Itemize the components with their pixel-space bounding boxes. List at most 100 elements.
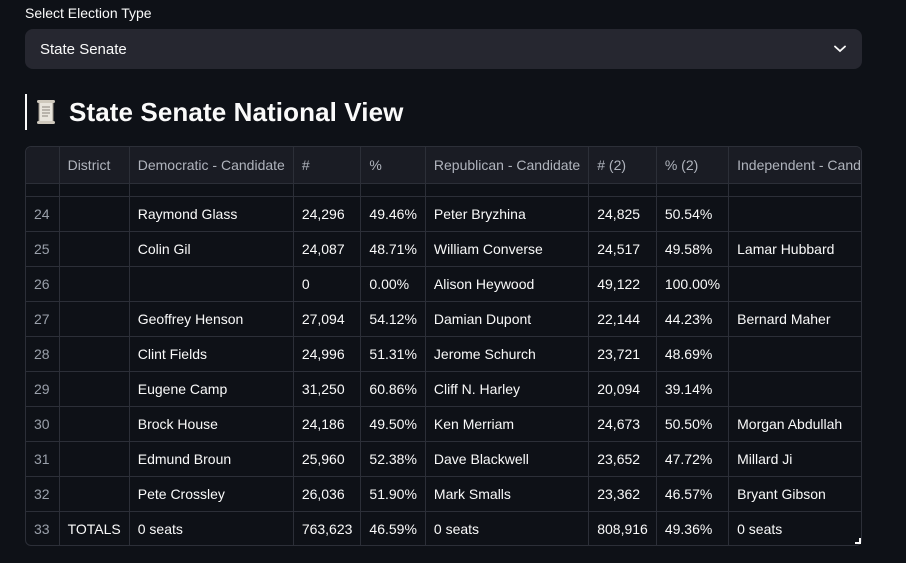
- table-cell[interactable]: 24,186: [293, 406, 362, 442]
- table-cell[interactable]: Bernard Maher: [728, 301, 861, 337]
- header-republican-votes[interactable]: # (2): [588, 147, 657, 184]
- table-cell[interactable]: 25,960: [293, 441, 362, 477]
- table-cell[interactable]: Raymond Glass: [129, 196, 294, 232]
- table-row[interactable]: 32 Pete Crossley 26,036 51.90% Mark Smalls 23…: [26, 476, 861, 512]
- table-cell[interactable]: 48.69%: [656, 336, 730, 372]
- table-cell[interactable]: [59, 231, 130, 267]
- table-cell[interactable]: 27,094: [293, 301, 362, 337]
- header-index[interactable]: [26, 147, 60, 184]
- header-republican-percent[interactable]: % (2): [656, 147, 730, 184]
- table-cell[interactable]: [59, 196, 130, 232]
- table-cell[interactable]: Bryant Gibson: [728, 476, 861, 512]
- table-cell[interactable]: [728, 196, 861, 232]
- table-cell[interactable]: Lamar Hubbard: [728, 231, 861, 267]
- row-index-cell[interactable]: 25: [26, 231, 60, 267]
- table-row[interactable]: 25 Colin Gil 24,087 48.71% William Converse 2…: [26, 231, 861, 267]
- table-cell[interactable]: William Converse: [425, 231, 590, 267]
- row-index-cell[interactable]: 27: [26, 301, 60, 337]
- table-cell[interactable]: [59, 476, 130, 512]
- table-cell[interactable]: [728, 336, 861, 372]
- table-cell[interactable]: 0: [293, 266, 362, 302]
- chevron-down-icon[interactable]: [833, 42, 847, 56]
- table-cell[interactable]: 0 seats: [129, 511, 294, 545]
- row-index-cell[interactable]: 26: [26, 266, 60, 302]
- table-cell[interactable]: Millard Ji: [728, 441, 861, 477]
- resize-handle[interactable]: [855, 538, 861, 544]
- table-row[interactable]: 29 Eugene Camp 31,250 60.86% Cliff N. Harley…: [26, 371, 861, 407]
- table-cell[interactable]: 49.58%: [656, 231, 730, 267]
- table-cell[interactable]: 49.46%: [360, 196, 426, 232]
- table-cell[interactable]: 31,250: [293, 371, 362, 407]
- table-cell[interactable]: [59, 301, 130, 337]
- header-republican-candidate[interactable]: Republican - Candidate: [425, 147, 590, 184]
- table-row[interactable]: 27 Geoffrey Henson 27,094 54.12% Damian Dupo…: [26, 301, 861, 337]
- election-type-select[interactable]: State Senate: [25, 29, 862, 69]
- row-index-cell[interactable]: 24: [26, 196, 60, 232]
- table-row[interactable]: 28 Clint Fields 24,996 51.31% Jerome Schurch…: [26, 336, 861, 372]
- table-cell[interactable]: 49,122: [588, 266, 657, 302]
- table-cell[interactable]: 52.38%: [360, 441, 426, 477]
- table-cell[interactable]: 26,036: [293, 476, 362, 512]
- table-cell[interactable]: 50.54%: [656, 196, 730, 232]
- table-cell[interactable]: 49.36%: [656, 511, 730, 545]
- table-cell[interactable]: Dave Blackwell: [425, 441, 590, 477]
- header-independent-candidate[interactable]: Independent - Candidate: [728, 147, 861, 184]
- table-cell[interactable]: 24,673: [588, 406, 657, 442]
- table-cell[interactable]: 0 seats: [728, 511, 861, 545]
- table-cell[interactable]: Geoffrey Henson: [129, 301, 294, 337]
- table-cell[interactable]: 46.57%: [656, 476, 730, 512]
- header-democratic-candidate[interactable]: Democratic - Candidate: [129, 147, 294, 184]
- table-cell[interactable]: Eugene Camp: [129, 371, 294, 407]
- table-cell[interactable]: Peter Bryzhina: [425, 196, 590, 232]
- table-cell[interactable]: Clint Fields: [129, 336, 294, 372]
- row-index-cell[interactable]: 32: [26, 476, 60, 512]
- table-cell[interactable]: 20,094: [588, 371, 657, 407]
- table-cell[interactable]: 808,916: [588, 511, 657, 545]
- table-cell[interactable]: Alison Heywood: [425, 266, 590, 302]
- table-cell[interactable]: Ken Merriam: [425, 406, 590, 442]
- table-cell[interactable]: [59, 371, 130, 407]
- table-cell[interactable]: Colin Gil: [129, 231, 294, 267]
- table-cell[interactable]: 0.00%: [360, 266, 426, 302]
- table-cell[interactable]: 24,996: [293, 336, 362, 372]
- table-cell[interactable]: 60.86%: [360, 371, 426, 407]
- table-cell[interactable]: 24,296: [293, 196, 362, 232]
- header-democratic-votes[interactable]: #: [293, 147, 362, 184]
- table-cell[interactable]: 54.12%: [360, 301, 426, 337]
- table-cell[interactable]: Edmund Broun: [129, 441, 294, 477]
- table-row[interactable]: 31 Edmund Broun 25,960 52.38% Dave Blackwell…: [26, 441, 861, 477]
- table-cell[interactable]: Mark Smalls: [425, 476, 590, 512]
- table-cell[interactable]: Morgan Abdullah: [728, 406, 861, 442]
- results-table[interactable]: District Democratic - Candidate # % Repu…: [25, 146, 862, 546]
- table-cell[interactable]: Jerome Schurch: [425, 336, 590, 372]
- table-row[interactable]: 33 TOTALS 0 seats 763,623 46.59% 0 seats 808,9…: [26, 511, 861, 545]
- header-district[interactable]: District: [59, 147, 130, 184]
- row-index-cell[interactable]: 33: [26, 511, 60, 545]
- table-cell[interactable]: Brock House: [129, 406, 294, 442]
- table-cell[interactable]: 39.14%: [656, 371, 730, 407]
- table-cell[interactable]: 0 seats: [425, 511, 590, 545]
- table-cell[interactable]: 24,087: [293, 231, 362, 267]
- table-cell[interactable]: Damian Dupont: [425, 301, 590, 337]
- table-cell[interactable]: 49.50%: [360, 406, 426, 442]
- table-cell[interactable]: TOTALS: [59, 511, 130, 545]
- row-index-cell[interactable]: 29: [26, 371, 60, 407]
- table-row[interactable]: 24 Raymond Glass 24,296 49.46% Peter Bryzhin…: [26, 196, 861, 232]
- table-row[interactable]: 30 Brock House 24,186 49.50% Ken Merriam 24,6…: [26, 406, 861, 442]
- table-cell[interactable]: 48.71%: [360, 231, 426, 267]
- table-row[interactable]: 26 0 0.00% Alison Heywood 49,122 100.00%: [26, 266, 861, 302]
- table-cell[interactable]: [59, 266, 130, 302]
- table-cell[interactable]: 47.72%: [656, 441, 730, 477]
- table-cell[interactable]: Cliff N. Harley: [425, 371, 590, 407]
- table-cell[interactable]: 46.59%: [360, 511, 426, 545]
- table-cell[interactable]: [728, 371, 861, 407]
- row-index-cell[interactable]: 31: [26, 441, 60, 477]
- table-cell[interactable]: 23,652: [588, 441, 657, 477]
- table-cell[interactable]: 24,517: [588, 231, 657, 267]
- table-cell[interactable]: 763,623: [293, 511, 362, 545]
- table-cell[interactable]: [59, 336, 130, 372]
- table-cell[interactable]: 51.90%: [360, 476, 426, 512]
- row-index-cell[interactable]: 28: [26, 336, 60, 372]
- table-cell[interactable]: 24,825: [588, 196, 657, 232]
- table-cell[interactable]: [59, 406, 130, 442]
